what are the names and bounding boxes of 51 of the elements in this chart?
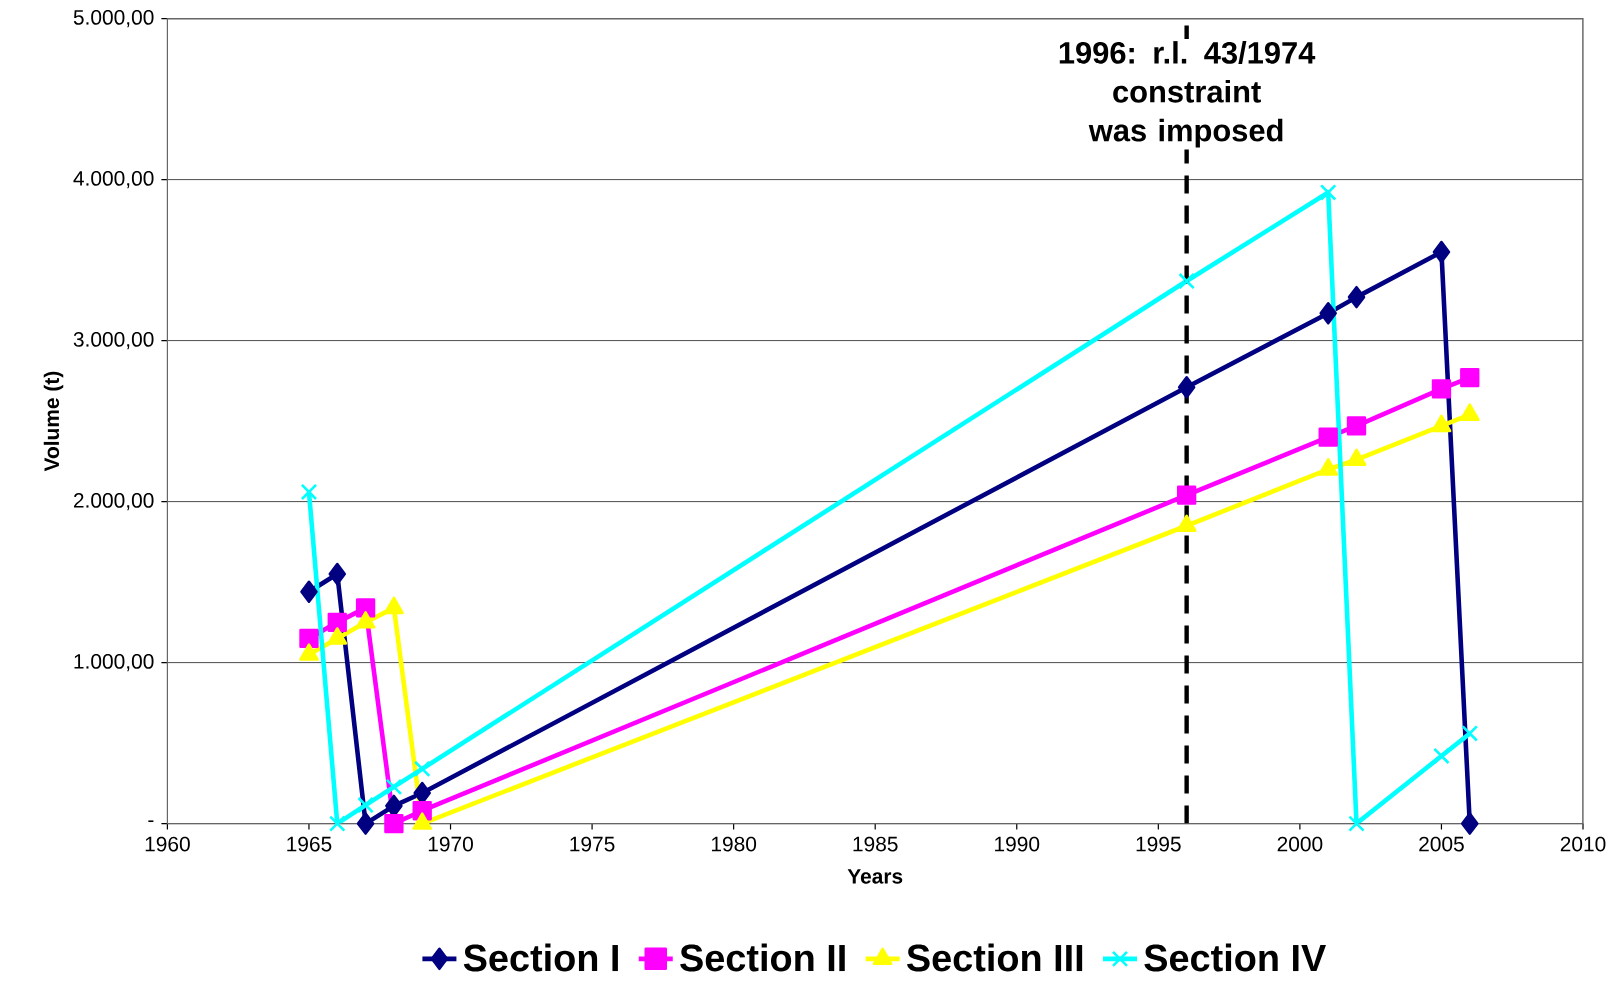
point: [1433, 747, 1450, 765]
x-tick-label: 1995: [1136, 836, 1181, 852]
point: [1461, 725, 1479, 742]
point: [300, 580, 318, 604]
y-tick-label: 1.000,00: [74, 653, 154, 672]
point: [1346, 416, 1367, 436]
point: [356, 812, 375, 835]
x-tick-label: 1975: [570, 836, 615, 852]
x-tick-label: 2000: [1277, 836, 1323, 852]
point: [357, 796, 374, 814]
point: [299, 628, 319, 649]
x-tick-label: 2010: [1560, 836, 1606, 852]
point: [1347, 285, 1366, 309]
point: [1460, 812, 1479, 835]
ref-line-label: 1996: r.l. 43/1974 constraint was imposed: [1059, 41, 1316, 148]
y-tick-label: 2.000,00: [73, 492, 154, 511]
point: [1319, 301, 1337, 325]
point: [1348, 815, 1365, 832]
legend-label: Section III: [906, 943, 1083, 972]
point: [328, 562, 347, 586]
point: [1318, 427, 1338, 447]
point: [328, 815, 346, 832]
point: [300, 483, 318, 501]
y-tick-label: 4.000,00: [73, 170, 154, 189]
point: [385, 778, 403, 796]
legend-label: Section II: [680, 943, 845, 972]
point: [384, 813, 404, 834]
point: [1319, 184, 1337, 201]
x-tick-label: 1985: [853, 836, 898, 852]
x-tick-label: 1970: [428, 836, 473, 852]
y-tick-label: 3.000,00: [73, 331, 154, 350]
x-tick-label: 1980: [711, 836, 757, 852]
legend-label: Section I: [463, 943, 618, 972]
point: [1177, 376, 1196, 399]
x-tick-label: 2005: [1419, 836, 1464, 852]
y-tick-label: -: [148, 820, 154, 823]
point: [1460, 367, 1480, 388]
x-axis-title: Years: [847, 869, 903, 884]
point: [1178, 272, 1195, 290]
point: [1176, 485, 1197, 505]
point: [1431, 379, 1452, 399]
point: [1432, 240, 1451, 264]
point: [327, 612, 347, 633]
y-tick-label: 5.000,00: [73, 9, 154, 28]
x-tick-label: 1960: [145, 836, 190, 852]
point: [355, 598, 376, 618]
legend-label: Section IV: [1144, 943, 1326, 972]
x-tick-label: 1965: [287, 836, 332, 852]
x-tick-label: 1990: [995, 836, 1040, 852]
point: [413, 760, 431, 778]
y-axis-title: Volume (t): [43, 371, 64, 472]
